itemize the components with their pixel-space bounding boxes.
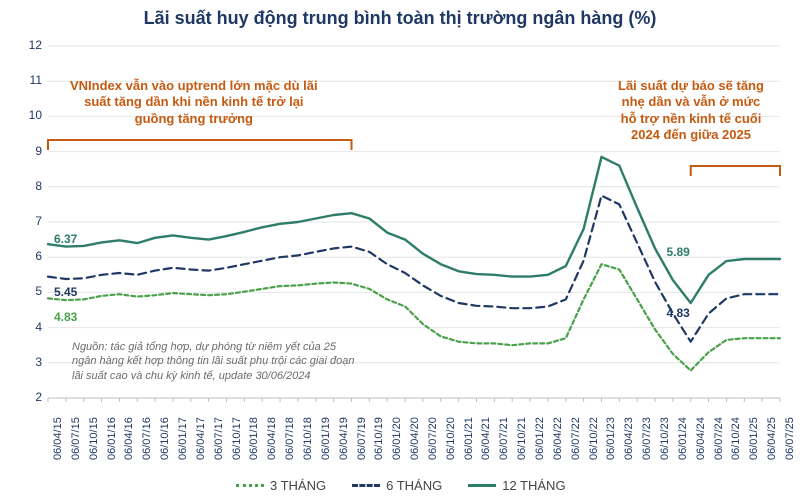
legend-label: 12 THÁNG [502, 478, 565, 493]
annotation-1: Lãi suất dự báo sẽ tăng nhẹ dần và vẫn ở… [618, 78, 764, 143]
x-tick-label: 06/07/19 [356, 417, 368, 460]
x-tick-label: 06/10/17 [231, 417, 243, 460]
legend-item: 12 THÁNG [468, 478, 565, 493]
series-6-tháng [48, 196, 780, 342]
x-tick-label: 06/07/15 [70, 417, 82, 460]
legend-item: 6 THÁNG [352, 478, 442, 493]
x-tick-label: 06/04/24 [695, 417, 707, 460]
x-tick-label: 06/01/22 [534, 417, 546, 460]
x-tick-label: 06/07/17 [213, 417, 225, 460]
x-tick-label: 06/04/15 [52, 417, 64, 460]
y-tick-label: 8 [14, 179, 42, 193]
y-tick-label: 2 [14, 390, 42, 404]
x-tick-label: 06/07/24 [713, 417, 725, 460]
legend-swatch [468, 484, 496, 487]
y-tick-label: 11 [14, 73, 42, 87]
x-tick-label: 06/10/22 [588, 417, 600, 460]
x-tick-label: 06/10/20 [445, 417, 457, 460]
legend-swatch [352, 484, 380, 487]
y-tick-label: 7 [14, 214, 42, 228]
source-note: Nguồn: tác giả tổng hợp, dự phóng từ niê… [72, 340, 354, 383]
x-tick-label: 06/07/18 [284, 417, 296, 460]
x-tick-label: 06/04/23 [623, 417, 635, 460]
y-tick-label: 10 [14, 108, 42, 122]
x-tick-label: 06/04/25 [766, 417, 778, 460]
x-tick-label: 06/07/23 [641, 417, 653, 460]
x-tick-label: 06/07/25 [784, 417, 796, 460]
x-tick-label: 06/10/15 [88, 417, 100, 460]
y-tick-label: 6 [14, 249, 42, 263]
x-tick-label: 06/01/16 [106, 417, 118, 460]
x-tick-label: 06/04/20 [409, 417, 421, 460]
legend-item: 3 THÁNG [236, 478, 326, 493]
x-tick-label: 06/04/17 [195, 417, 207, 460]
x-tick-label: 06/07/16 [141, 417, 153, 460]
x-tick-label: 06/10/24 [730, 417, 742, 460]
y-tick-label: 5 [14, 284, 42, 298]
x-tick-label: 06/10/18 [302, 417, 314, 460]
x-tick-label: 06/01/20 [391, 417, 403, 460]
x-tick-label: 06/07/22 [570, 417, 582, 460]
x-tick-label: 06/01/24 [677, 417, 689, 460]
x-tick-label: 06/01/21 [463, 417, 475, 460]
y-tick-label: 4 [14, 320, 42, 334]
x-tick-label: 06/01/19 [320, 417, 332, 460]
y-tick-label: 3 [14, 355, 42, 369]
x-tick-label: 06/07/21 [498, 417, 510, 460]
x-tick-label: 06/10/19 [373, 417, 385, 460]
x-tick-label: 06/04/19 [338, 417, 350, 460]
x-tick-label: 06/01/18 [248, 417, 260, 460]
x-tick-label: 06/01/25 [748, 417, 760, 460]
legend: 3 THÁNG 6 THÁNG 12 THÁNG [236, 478, 566, 493]
x-tick-label: 06/10/23 [659, 417, 671, 460]
x-tick-label: 06/01/23 [605, 417, 617, 460]
x-tick-label: 06/04/21 [480, 417, 492, 460]
annotation-0: VNIndex vẫn vào uptrend lớn mặc dù lãi s… [70, 78, 318, 127]
x-tick-label: 06/01/17 [177, 417, 189, 460]
x-tick-label: 06/10/21 [516, 417, 528, 460]
legend-label: 6 THÁNG [386, 478, 442, 493]
y-tick-label: 12 [14, 38, 42, 52]
x-tick-label: 06/07/20 [427, 417, 439, 460]
legend-swatch [236, 484, 264, 487]
x-tick-label: 06/04/22 [552, 417, 564, 460]
x-tick-label: 06/04/16 [123, 417, 135, 460]
x-tick-label: 06/10/16 [159, 417, 171, 460]
y-tick-label: 9 [14, 144, 42, 158]
legend-label: 3 THÁNG [270, 478, 326, 493]
x-tick-label: 06/04/18 [266, 417, 278, 460]
series-12-tháng [48, 157, 780, 303]
